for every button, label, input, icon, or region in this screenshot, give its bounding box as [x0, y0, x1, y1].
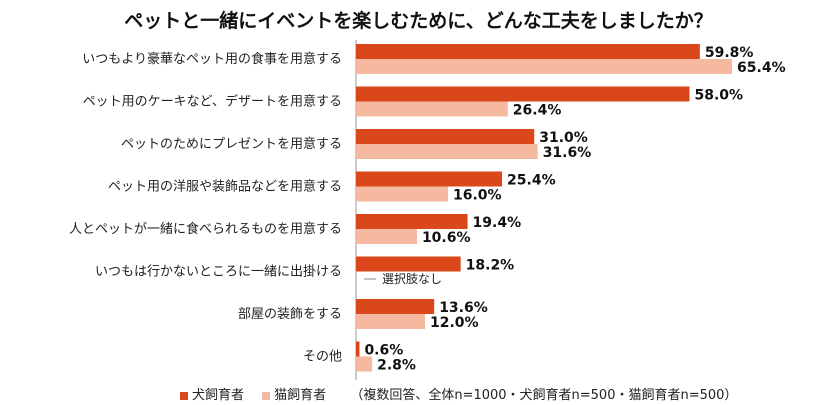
dog-bar: [356, 86, 690, 102]
dog-value-label: 13.6%: [439, 300, 488, 316]
dog-bar: [356, 341, 360, 357]
dog-bar: [356, 171, 503, 187]
dog-bar: [356, 44, 700, 59]
dog-value-label: 58.0%: [695, 88, 744, 104]
sample-note: （複数回答、全体n=1000・犬飼育者n=500・猫飼育者n=500）: [350, 388, 738, 403]
cat-bar: [356, 314, 425, 329]
dog-bar: [356, 256, 461, 272]
cat-value-label: 16.0%: [453, 188, 502, 204]
legend-label-cat: 猫飼育者: [274, 388, 327, 403]
dog-value-label: 59.8%: [705, 45, 754, 61]
dog-value-label: 0.6%: [364, 343, 403, 359]
cat-value-label: 10.6%: [422, 230, 471, 246]
dog-value-label: 31.0%: [539, 130, 588, 146]
dog-value-label: 19.4%: [473, 215, 522, 231]
cat-value-label: 12.0%: [430, 315, 479, 331]
cat-value-label: 65.4%: [737, 60, 786, 76]
cat-bar: [356, 229, 417, 244]
cat-bar: [356, 59, 733, 74]
cat-bar: [356, 186, 448, 202]
legend-item-cat: 猫飼育者: [262, 388, 326, 403]
cat-bar: [356, 101, 508, 117]
dog-bar: [356, 214, 468, 229]
dog-value-label: 25.4%: [507, 173, 556, 189]
cat-value-label: 26.4%: [513, 103, 562, 119]
category-label: 人とペットが一緒に食べられるものを用意する: [69, 221, 342, 237]
category-label: ペット用のケーキなど、デザートを用意する: [83, 94, 342, 110]
category-label: その他: [303, 350, 342, 365]
legend: 犬飼育者 猫飼育者 （複数回答、全体n=1000・犬飼育者n=500・猫飼育者n…: [180, 384, 737, 403]
chart-title: ペットと一緒にイベントを楽しむために、どんな工夫をしましたか？: [124, 10, 713, 32]
category-label: ペットのためにプレゼントを用意する: [121, 136, 342, 152]
category-label: ペット用の洋服や装飾品などを用意する: [108, 179, 342, 195]
cat-value-label: 31.6%: [543, 145, 592, 161]
dog-bar: [356, 299, 435, 314]
category-label: 部屋の装飾をする: [238, 307, 342, 322]
cat-bar: [356, 356, 373, 372]
cat-value-label: 2.8%: [377, 358, 416, 374]
dog-bar: [356, 129, 535, 144]
legend-swatch-dog: [180, 391, 188, 400]
legend-label-dog: 犬飼育者: [192, 388, 245, 403]
category-label: いつもより豪華なペット用の食事を用意する: [82, 51, 342, 67]
category-label: いつもは行かないところに一緒に出掛ける: [95, 265, 342, 280]
no-option-annotation: 選択肢なし: [382, 271, 442, 286]
legend-swatch-cat: [262, 391, 271, 400]
dog-value-label: 18.2%: [466, 258, 515, 274]
legend-item-dog: 犬飼育者: [180, 388, 244, 403]
cat-bar: [356, 144, 538, 159]
